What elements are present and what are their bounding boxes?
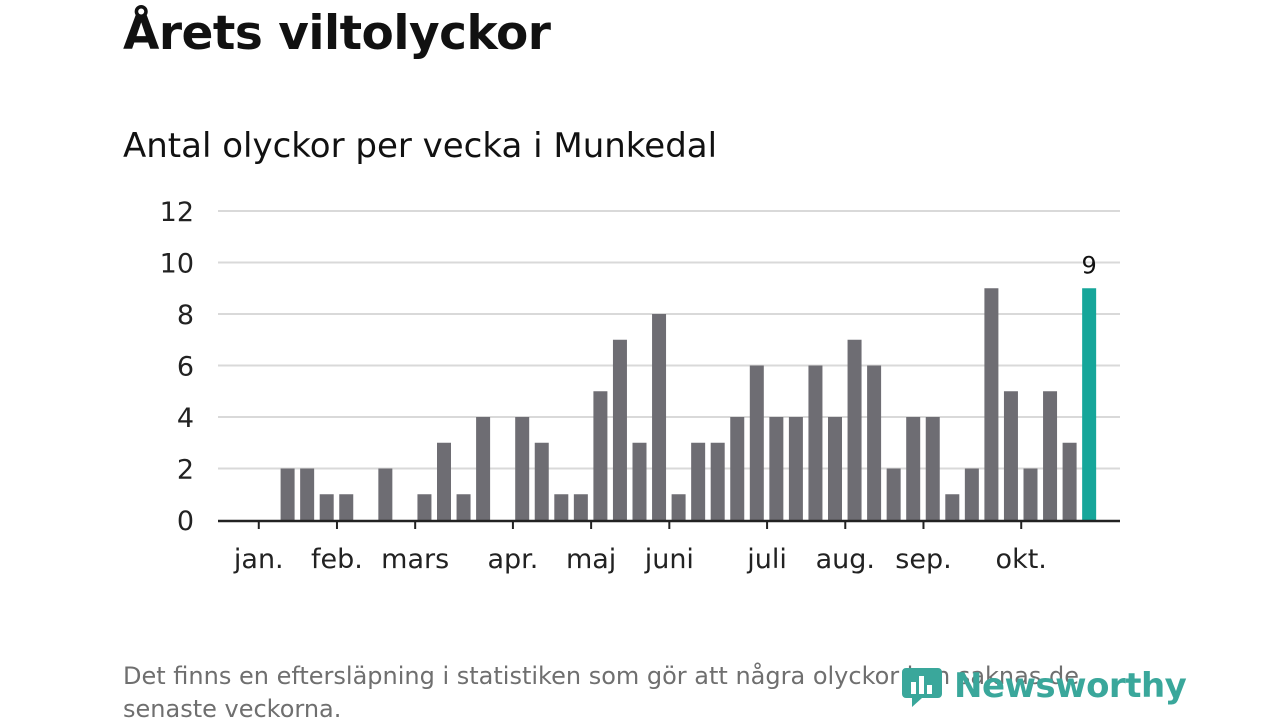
bar [652,314,667,520]
bar [417,494,432,520]
x-tick-label: juni [644,544,694,575]
y-tick-label: 6 [177,352,194,383]
bar [1003,391,1018,520]
x-tick-label: aug. [816,544,875,575]
bar [476,417,491,520]
x-tick-label: sep. [895,544,951,575]
chart-subtitle: Antal olyckor per vecka i Munkedal [123,126,718,166]
bar [339,494,354,520]
x-tick-label: feb. [311,544,363,575]
bar [1062,442,1077,520]
bar [612,339,627,520]
bar [828,417,842,520]
y-tick-label: 4 [177,403,194,434]
bar [1023,468,1038,520]
bar [906,417,921,520]
bar [984,288,999,520]
bar [691,442,706,520]
y-tick-label: 10 [160,249,194,280]
bar-highlight [1082,288,1097,520]
bar-chart: 0 2 4 6 8 10 12 jan. feb. mars apr. maj juni juli aug… [160,197,1120,575]
bar [280,468,295,520]
brand-name: Newsworthy [954,666,1187,706]
grid-lines [218,210,1120,470]
data-label: 9 [1082,251,1097,279]
bar [300,468,315,520]
bar [867,365,882,520]
data-labels: 9 [1082,251,1097,279]
y-axis-ticks: 0 2 4 6 8 10 12 [160,197,194,537]
y-tick-label: 12 [160,197,194,228]
bar [573,494,588,520]
bar [769,417,784,520]
y-tick-label: 8 [177,300,194,331]
x-tick-label: apr. [487,544,538,575]
bar [808,365,823,520]
bar [847,339,862,520]
newsworthy-logo-icon [902,668,942,707]
bar [593,391,608,520]
bar [554,494,569,520]
bar [730,417,745,520]
bar [1043,391,1058,520]
bar [632,442,647,520]
bar [456,494,471,520]
bar [378,468,393,520]
bar [515,417,530,520]
x-tick-label: maj [566,544,616,575]
bar [710,442,725,520]
bar [749,365,764,520]
bar [437,442,451,520]
bar [671,494,686,520]
x-axis-ticks: jan. feb. mars apr. maj juni juli aug. sep. okt. [233,521,1047,575]
bar [925,417,940,520]
bar [964,468,979,520]
x-tick-label: mars [381,544,449,575]
x-tick-label: okt. [996,544,1047,575]
bar [534,442,549,520]
x-tick-label: juli [746,544,787,575]
chart-title: Årets viltolyckor [123,6,551,61]
bar [788,417,803,520]
y-tick-label: 0 [177,506,194,537]
brand-logo: Newsworthy [902,664,1187,708]
y-tick-label: 2 [177,455,194,486]
x-tick-label: jan. [233,544,284,575]
bars [280,288,1097,520]
bar [319,494,334,520]
bar [945,494,960,520]
bar [886,468,901,520]
